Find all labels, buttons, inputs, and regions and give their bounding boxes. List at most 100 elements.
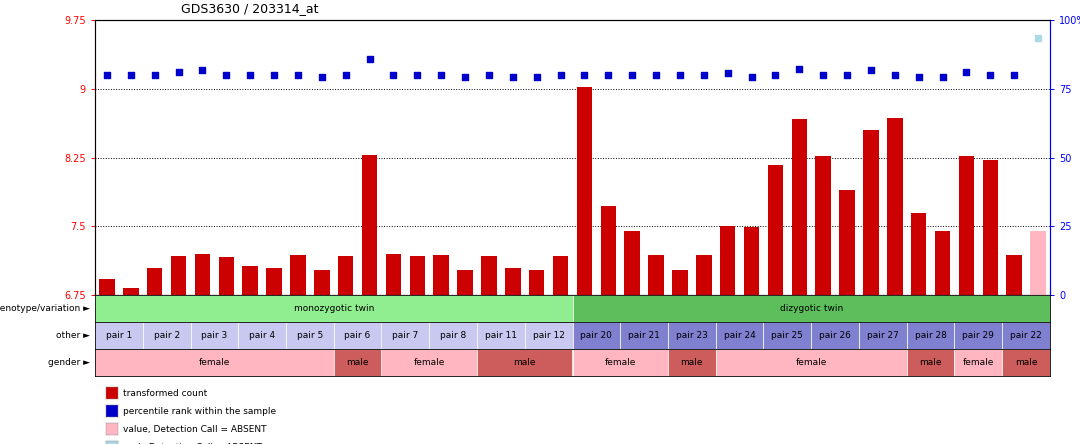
- Bar: [381, 322, 429, 349]
- Point: [862, 67, 879, 74]
- Point: [289, 71, 307, 79]
- Point: [266, 71, 283, 79]
- Bar: [792, 119, 807, 295]
- Text: pair 20: pair 20: [580, 331, 612, 340]
- Bar: [572, 349, 669, 376]
- Bar: [859, 322, 907, 349]
- Text: male: male: [347, 358, 369, 367]
- Bar: [648, 255, 664, 295]
- Point: [1005, 71, 1023, 79]
- Bar: [1002, 322, 1050, 349]
- Bar: [433, 255, 449, 295]
- Point: [552, 71, 569, 79]
- Bar: [863, 130, 879, 295]
- Bar: [620, 322, 669, 349]
- Text: value, Detection Call = ABSENT: value, Detection Call = ABSENT: [123, 424, 267, 433]
- Text: pair 7: pair 7: [392, 331, 418, 340]
- Point: [982, 71, 999, 79]
- Point: [193, 67, 211, 74]
- Bar: [907, 349, 955, 376]
- Bar: [218, 257, 234, 295]
- Point: [408, 71, 426, 79]
- Bar: [624, 231, 640, 295]
- Bar: [505, 267, 521, 295]
- Bar: [1030, 231, 1045, 295]
- Point: [934, 73, 951, 80]
- Text: pair 29: pair 29: [962, 331, 995, 340]
- Text: pair 23: pair 23: [676, 331, 707, 340]
- Point: [313, 73, 330, 80]
- Bar: [190, 322, 239, 349]
- Text: female: female: [796, 358, 827, 367]
- Text: pair 22: pair 22: [1010, 331, 1042, 340]
- Bar: [386, 254, 401, 295]
- Bar: [764, 322, 811, 349]
- Text: pair 4: pair 4: [249, 331, 275, 340]
- Text: pair 27: pair 27: [867, 331, 899, 340]
- Bar: [99, 278, 114, 295]
- Bar: [907, 322, 955, 349]
- Point: [170, 69, 187, 76]
- Point: [433, 71, 450, 79]
- Bar: [577, 87, 592, 295]
- Bar: [334, 349, 381, 376]
- Text: male: male: [1015, 358, 1038, 367]
- Bar: [716, 322, 764, 349]
- Point: [528, 73, 545, 80]
- Bar: [553, 256, 568, 295]
- Point: [576, 71, 593, 79]
- Text: transformed count: transformed count: [123, 388, 207, 397]
- Bar: [887, 118, 903, 295]
- Point: [242, 71, 259, 79]
- Text: female: female: [605, 358, 636, 367]
- Bar: [910, 213, 927, 295]
- Bar: [362, 155, 377, 295]
- Text: pair 28: pair 28: [915, 331, 946, 340]
- Text: pair 11: pair 11: [485, 331, 517, 340]
- Text: pair 12: pair 12: [532, 331, 565, 340]
- Point: [887, 71, 904, 79]
- Bar: [409, 256, 426, 295]
- Bar: [429, 322, 477, 349]
- Bar: [720, 226, 735, 295]
- Point: [623, 71, 640, 79]
- Text: monozygotic twin: monozygotic twin: [294, 304, 374, 313]
- Text: female: female: [962, 358, 994, 367]
- Point: [767, 71, 784, 79]
- Bar: [477, 349, 572, 376]
- Point: [337, 71, 354, 79]
- Text: dizygotic twin: dizygotic twin: [780, 304, 842, 313]
- Bar: [600, 206, 616, 295]
- Text: pair 21: pair 21: [629, 331, 660, 340]
- Text: pair 25: pair 25: [771, 331, 804, 340]
- Point: [647, 71, 664, 79]
- Bar: [239, 322, 286, 349]
- Point: [504, 73, 522, 80]
- Point: [838, 71, 855, 79]
- Bar: [1007, 255, 1022, 295]
- Bar: [477, 322, 525, 349]
- Point: [218, 71, 235, 79]
- Bar: [314, 270, 329, 295]
- Point: [1029, 35, 1047, 42]
- Text: pair 8: pair 8: [440, 331, 467, 340]
- Bar: [95, 295, 572, 322]
- Bar: [291, 255, 306, 295]
- Bar: [123, 288, 138, 295]
- Text: gender ►: gender ►: [48, 358, 90, 367]
- Point: [599, 71, 617, 79]
- Bar: [171, 256, 187, 295]
- Bar: [935, 231, 950, 295]
- Bar: [672, 270, 688, 295]
- Bar: [457, 270, 473, 295]
- Bar: [95, 322, 143, 349]
- Text: male: male: [919, 358, 942, 367]
- Text: pair 3: pair 3: [201, 331, 228, 340]
- Bar: [267, 267, 282, 295]
- Point: [791, 65, 808, 72]
- Text: pair 2: pair 2: [153, 331, 179, 340]
- Bar: [338, 256, 353, 295]
- Bar: [744, 227, 759, 295]
- Point: [814, 71, 832, 79]
- Text: pair 1: pair 1: [106, 331, 132, 340]
